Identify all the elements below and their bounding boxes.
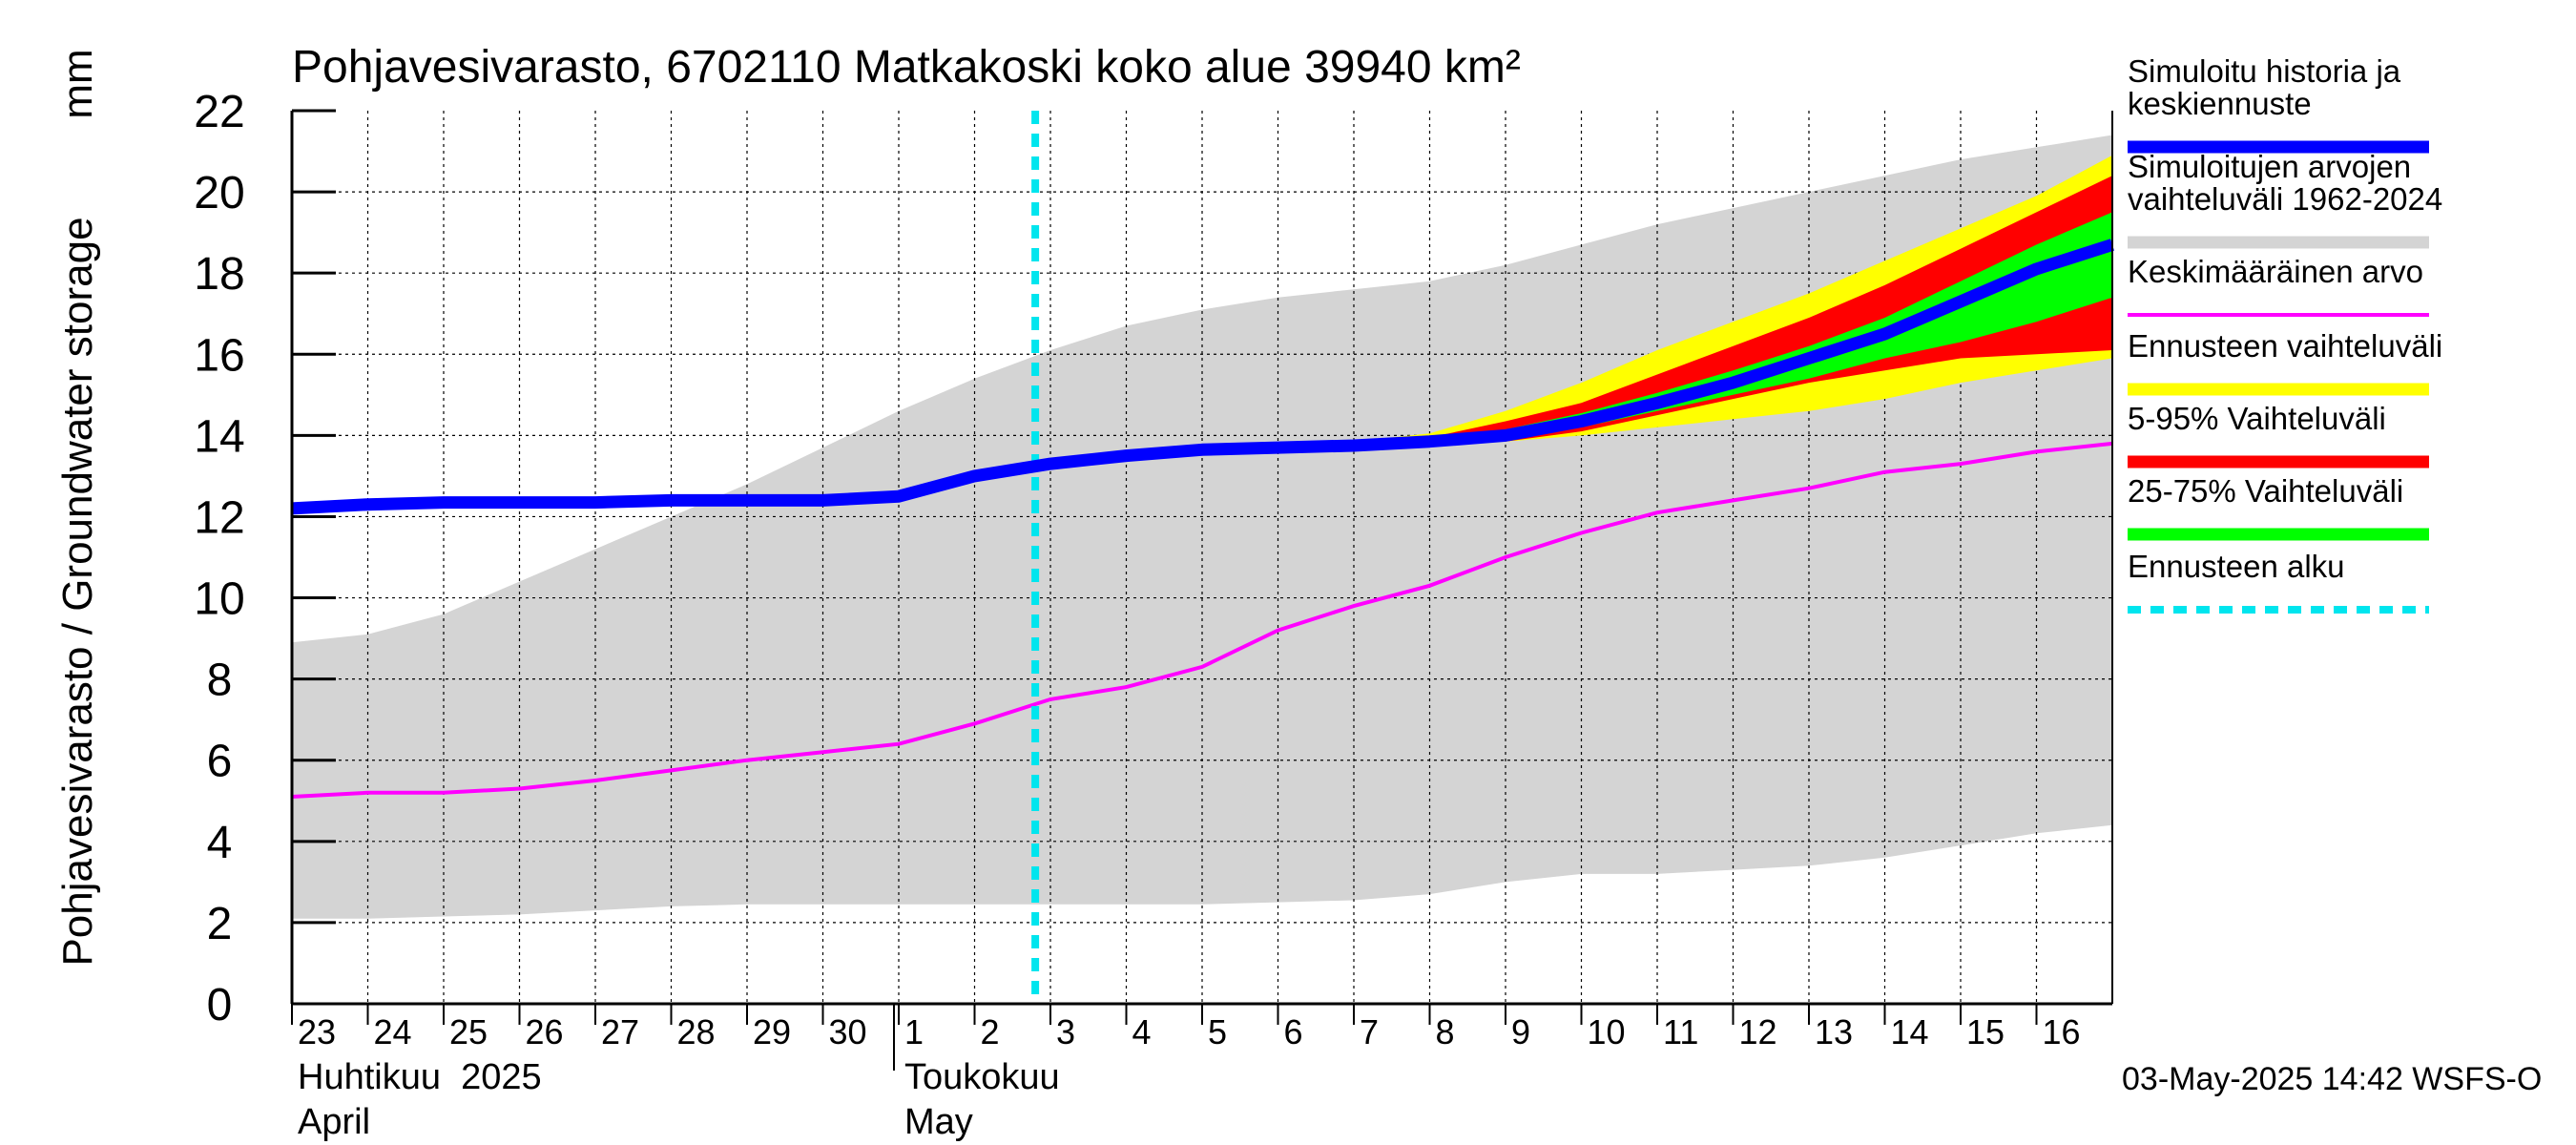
x-tick-label: 24 [374,1012,412,1051]
x-tick-label: 3 [1056,1012,1075,1051]
legend-label: Simuloitu historia ja [2128,53,2401,89]
legend-label: 5-95% Vaihteluväli [2128,401,2386,436]
p25-75-band [1354,212,2112,446]
month-label-fi: Toukokuu [904,1057,1060,1097]
y-tick-label: 6 [207,737,233,787]
legend-label: keskiennuste [2128,86,2312,121]
x-tick-label: 2 [981,1012,1000,1051]
x-tick-label: 26 [526,1012,564,1051]
y-tick-label: 2 [207,899,233,949]
y-tick-label: 10 [194,574,244,625]
legend-label: Keskimääräinen arvo [2128,254,2423,289]
mean-line [291,441,2113,799]
x-tick-label: 8 [1436,1012,1455,1051]
x-tick-label: 5 [1208,1012,1227,1051]
simulated-line [291,239,2114,515]
x-tick-label: 7 [1360,1012,1379,1051]
x-tick-label: 29 [753,1012,791,1051]
y-tick-label: 0 [207,980,233,1030]
y-tick-label: 14 [194,411,244,462]
month-label-fi: Huhtikuu 2025 [298,1057,542,1097]
month-label-en: April [298,1102,370,1142]
legend-label: Ennusteen vaihteluväli [2128,328,2442,364]
y-axis-unit: mm [54,49,101,118]
x-tick-label: 28 [677,1012,716,1051]
x-tick-label: 30 [829,1012,867,1051]
x-tick-label: 11 [1663,1012,1698,1051]
chart-title: Pohjavesivarasto, 6702110 Matkakoski kok… [292,42,1521,93]
x-tick-label: 13 [1815,1012,1853,1051]
x-tick-label: 6 [1284,1012,1303,1051]
y-tick-label: 16 [194,330,244,381]
legend-label: Simuloitujen arvojen [2128,149,2411,184]
x-tick-label: 27 [601,1012,639,1051]
timestamp: 03-May-2025 14:42 WSFS-O [2122,1061,2542,1097]
y-axis-label: Pohjavesivarasto / Groundwater storage [54,217,101,966]
y-tick-label: 8 [207,656,233,706]
x-tick-label: 9 [1511,1012,1530,1051]
x-tick-label: 14 [1891,1012,1929,1051]
x-tick-label: 4 [1132,1012,1152,1051]
x-tick-label: 16 [2043,1012,2081,1051]
x-tick-label: 1 [904,1012,924,1051]
legend-label: 25-75% Vaihteluväli [2128,473,2403,509]
forecast-range-band [1354,155,2112,447]
legend-label: Ennusteen alku [2128,549,2345,584]
x-tick-label: 15 [1966,1012,2005,1051]
month-label-en: May [904,1102,973,1142]
y-tick-label: 20 [194,168,244,219]
y-tick-label: 18 [194,249,244,300]
x-tick-label: 25 [449,1012,488,1051]
y-tick-label: 12 [194,492,244,543]
x-tick-label: 10 [1588,1012,1626,1051]
x-tick-label: 12 [1739,1012,1777,1051]
y-tick-label: 4 [207,818,233,868]
legend-label: vaihteluväli 1962-2024 [2128,181,2442,217]
y-tick-label: 22 [194,87,244,137]
x-tick-label: 23 [298,1012,336,1051]
